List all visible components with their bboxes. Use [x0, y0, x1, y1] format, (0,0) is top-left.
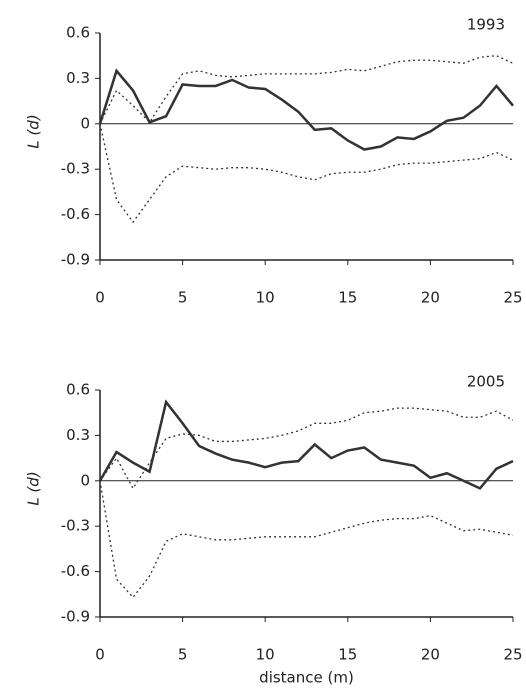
y-tick-label: 0.6: [66, 24, 90, 42]
x-tick-label: 25: [503, 646, 522, 664]
y-tick-label: -0.9: [61, 251, 90, 269]
annotation: 2005: [467, 373, 505, 391]
x-tick-label: 15: [338, 289, 357, 307]
x-tick-label: 0: [95, 646, 105, 664]
x-tick-label: 25: [503, 289, 522, 307]
x-tick-label: 20: [421, 289, 440, 307]
y-axis-label: L (d): [25, 471, 43, 505]
x-tick-label: 0: [95, 289, 105, 307]
x-tick-label: 5: [178, 646, 188, 664]
x-tick-label: 15: [338, 646, 357, 664]
y-tick-label: 0.3: [66, 69, 90, 87]
y-tick-label: -0.6: [61, 205, 90, 223]
x-axis-label: distance (m): [259, 669, 354, 687]
series-line: [98, 399, 514, 490]
y-tick-label: 0: [80, 114, 90, 132]
y-tick-label: -0.3: [61, 160, 90, 178]
series-line: [99, 480, 514, 599]
series-line: [99, 407, 514, 490]
y-tick-label: -0.3: [61, 517, 90, 535]
y-tick-label: 0.6: [66, 381, 90, 399]
annotation: 1993: [467, 16, 505, 34]
series-line: [99, 123, 514, 224]
x-tick-label: 20: [421, 646, 440, 664]
x-tick-label: 5: [178, 289, 188, 307]
series-line: [99, 55, 514, 125]
y-tick-label: 0.3: [66, 426, 90, 444]
y-tick-label: -0.6: [61, 562, 90, 580]
x-tick-label: 10: [256, 289, 275, 307]
y-tick-label: 0: [80, 471, 90, 489]
x-tick-label: 10: [256, 646, 275, 664]
y-axis-label: L (d): [25, 114, 43, 148]
series-line: [98, 68, 514, 151]
y-tick-label: -0.9: [61, 608, 90, 626]
